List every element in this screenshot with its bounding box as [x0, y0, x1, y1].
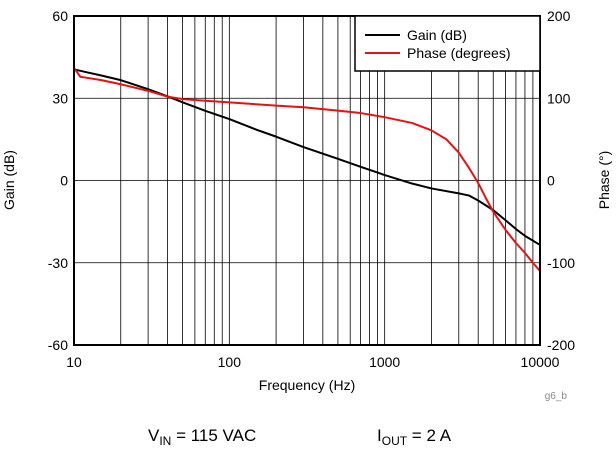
- grid-lines: [74, 16, 540, 345]
- condition-iout: IOUT = 2 A: [377, 426, 452, 448]
- legend-box: [354, 15, 541, 72]
- gain-series-line: [73, 68, 541, 246]
- y-right-tick-label: 0: [547, 173, 555, 189]
- legend-label-gain: Gain (dB): [407, 27, 467, 43]
- vin-symbol: V: [148, 426, 160, 445]
- x-axis-label: Frequency (Hz): [259, 377, 355, 393]
- y-left-tick-label: -30: [48, 255, 68, 271]
- plot-frame: [73, 15, 541, 346]
- iout-subscript: OUT: [382, 434, 408, 448]
- figure-reference-code: g6_b: [545, 391, 568, 402]
- x-tick-label: 10: [66, 354, 82, 370]
- y-axis-label-right: Phase (°): [596, 151, 612, 210]
- condition-vin: VIN = 115 VAC: [148, 426, 256, 448]
- y-axis-label-left: Gain (dB): [1, 150, 17, 210]
- y-right-tick-label: 200: [547, 8, 571, 24]
- y-right-tick-label: 100: [547, 90, 571, 106]
- y-left-tick-label: 30: [52, 90, 68, 106]
- x-tick-label: 1000: [369, 354, 400, 370]
- y-left-tick-label: 60: [52, 8, 68, 24]
- iout-value: = 2 A: [407, 426, 452, 445]
- phase-series-line: [73, 67, 541, 272]
- y-left-tick-label: -60: [48, 337, 68, 353]
- legend-label-phase: Phase (degrees): [407, 45, 511, 61]
- iout-symbol: I: [377, 426, 382, 445]
- vin-subscript: IN: [159, 434, 171, 448]
- series-layer: [73, 67, 541, 272]
- y-right-tick-label: -100: [547, 255, 575, 271]
- vin-value: = 115 VAC: [171, 426, 256, 445]
- y-right-tick-label: -200: [547, 337, 575, 353]
- x-tick-label: 100: [218, 354, 242, 370]
- legend: Gain (dB) Phase (degrees): [354, 15, 541, 72]
- x-tick-label: 10000: [521, 354, 560, 370]
- y-left-tick-label: 0: [60, 173, 68, 189]
